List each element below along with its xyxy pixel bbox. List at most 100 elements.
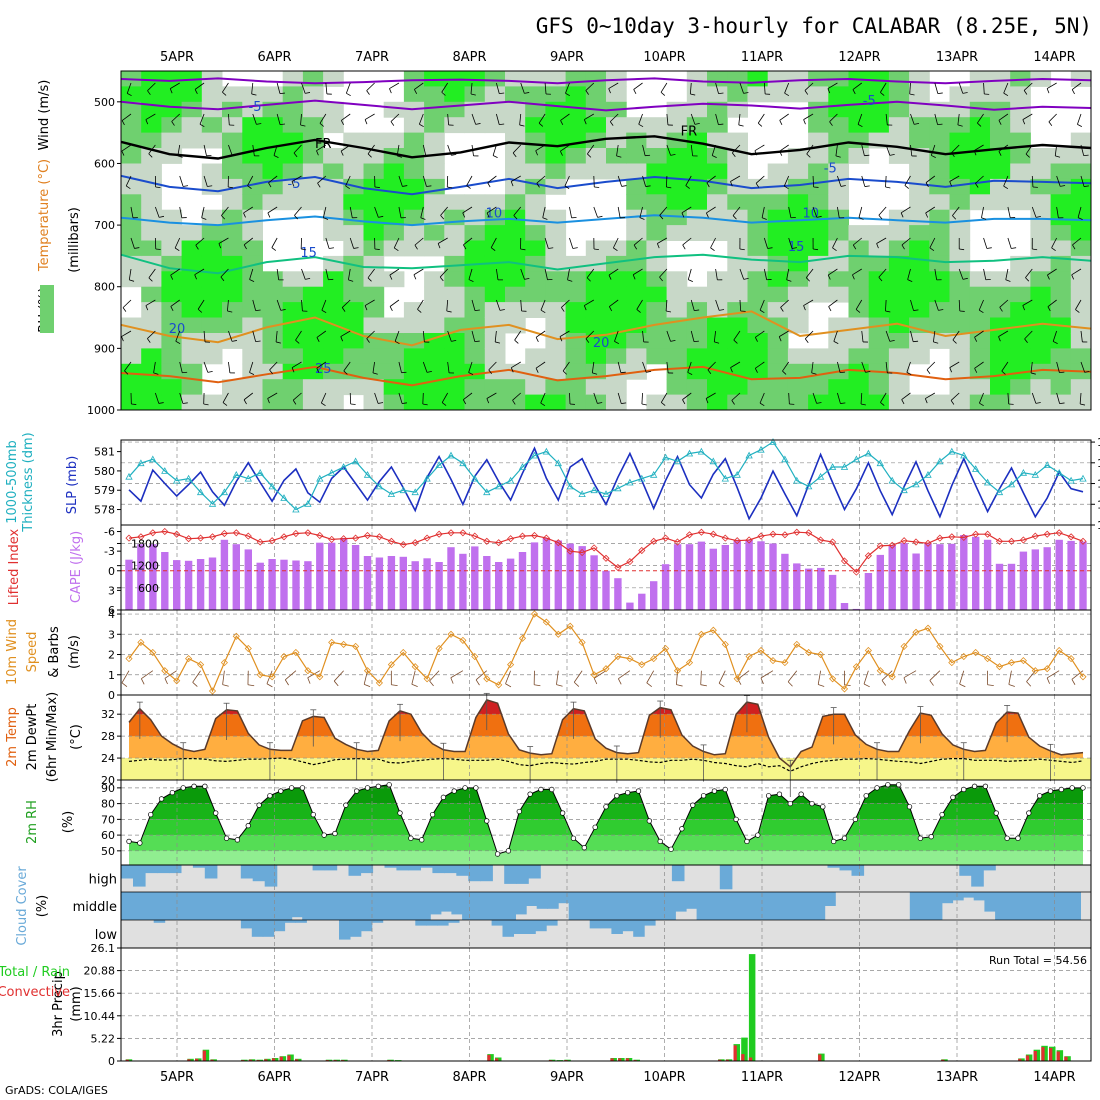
wind-speed-line <box>128 613 1084 693</box>
wind-barb <box>560 144 570 152</box>
cloud-bar <box>671 865 685 882</box>
rh-cell <box>343 302 364 318</box>
cloud-bar <box>451 892 463 915</box>
wind-barb <box>861 175 866 187</box>
wind-barb-flag <box>389 88 392 94</box>
wind-barb <box>812 206 818 218</box>
rh-cell <box>1070 148 1091 164</box>
wind-barb <box>827 268 838 276</box>
wind-barb-flag <box>567 279 573 282</box>
cloud-bar <box>546 920 558 926</box>
wind-barb <box>737 670 750 680</box>
cloud-bar <box>312 892 325 920</box>
wind-barb-flag <box>573 681 580 687</box>
lifted-index-point <box>232 529 240 537</box>
date-label-bottom: 10APR <box>643 1070 685 1085</box>
rh-cell <box>424 394 445 410</box>
rh-cell <box>1070 209 1091 226</box>
wind-barb <box>220 268 229 278</box>
rh-cell <box>727 271 748 288</box>
date-label-top: 9APR <box>550 50 584 65</box>
rh-cell <box>141 271 162 288</box>
tick-label: -6 <box>104 526 115 539</box>
wind-barb-flag <box>863 683 870 688</box>
cape-bar <box>328 542 336 610</box>
wind-barb-flag <box>228 186 234 189</box>
cape-bar <box>757 541 765 610</box>
rh-cell <box>868 379 890 396</box>
rh-cell <box>1050 225 1072 241</box>
wind-barb <box>909 82 911 95</box>
y-axis-label: 10m Wind <box>5 619 20 685</box>
rh-cell <box>747 348 769 365</box>
wind-speed-point <box>745 652 753 661</box>
rh-cell <box>525 255 546 272</box>
date-label-bottom: 11APR <box>741 1070 783 1085</box>
rh-cell <box>828 240 849 257</box>
wind-barb-flag <box>124 370 129 375</box>
wind-barb <box>759 392 765 404</box>
rh-cell <box>808 225 829 241</box>
wind-barb <box>544 237 549 249</box>
cape-bar <box>184 560 193 610</box>
rh-point <box>668 846 674 852</box>
cloud-row-bg <box>121 865 1091 892</box>
wind-barb <box>885 113 888 125</box>
wind-barb <box>739 268 745 280</box>
wind-barb <box>925 175 936 183</box>
lifted-index-point <box>518 532 527 540</box>
wind-barb-flag <box>1059 402 1065 404</box>
wind-barb-flag <box>714 341 720 344</box>
cloud-bar <box>959 865 972 876</box>
wind-barb-flag <box>364 119 368 125</box>
precip-convective-legend: Convective <box>0 985 70 1000</box>
rh-cell <box>242 225 263 241</box>
wind-barb <box>878 268 887 278</box>
rh-cell <box>343 225 364 241</box>
lifted-index-point <box>197 534 205 542</box>
rh-cell <box>201 163 223 180</box>
wind-barb-flag <box>486 398 490 404</box>
rh-cell <box>181 333 203 349</box>
wind-barb <box>1007 237 1012 249</box>
rh-cell <box>707 194 728 211</box>
wind-barb-flag <box>739 248 745 251</box>
rh-cell <box>747 271 769 288</box>
rh-cell <box>727 317 748 334</box>
wind-barb-flag <box>998 336 1001 342</box>
thickness-point <box>1043 461 1051 469</box>
date-label-top: 5APR <box>160 50 194 65</box>
rh-cell <box>525 363 546 380</box>
wind-barb <box>833 330 838 342</box>
date-label-bottom: 8APR <box>452 1070 486 1085</box>
cloud-bar <box>349 920 362 937</box>
wind-barb-flag <box>121 120 125 126</box>
wind-barb <box>803 113 814 120</box>
wind-barb <box>179 175 184 187</box>
wind-barb-flag <box>536 183 540 188</box>
rh-point <box>679 826 685 832</box>
rh-cell <box>282 379 304 396</box>
wind-barb <box>642 144 646 156</box>
lifted-index-point <box>817 536 825 544</box>
slp-thickness-panel: 10061008101010121014578579580581 <box>94 436 1100 532</box>
wind-barb <box>122 299 132 308</box>
rh-cell <box>646 225 668 241</box>
thickness-point <box>733 470 741 478</box>
tick-label: 580 <box>94 465 115 478</box>
wind-barb <box>858 206 863 218</box>
rh-cell <box>161 286 183 303</box>
rh-cell <box>363 348 385 365</box>
wind-barb <box>203 175 208 187</box>
rh-cell <box>1010 286 1031 303</box>
rh-cell <box>949 86 971 103</box>
lifted-index-point <box>125 534 133 542</box>
wind-barb <box>447 330 452 342</box>
wind-speed-point <box>995 663 1004 671</box>
wind-speed-point <box>387 661 395 669</box>
rh-cell <box>747 225 769 241</box>
wind-barb-flag <box>247 185 252 189</box>
wind-barb <box>617 175 623 187</box>
rh-cell <box>484 86 506 103</box>
